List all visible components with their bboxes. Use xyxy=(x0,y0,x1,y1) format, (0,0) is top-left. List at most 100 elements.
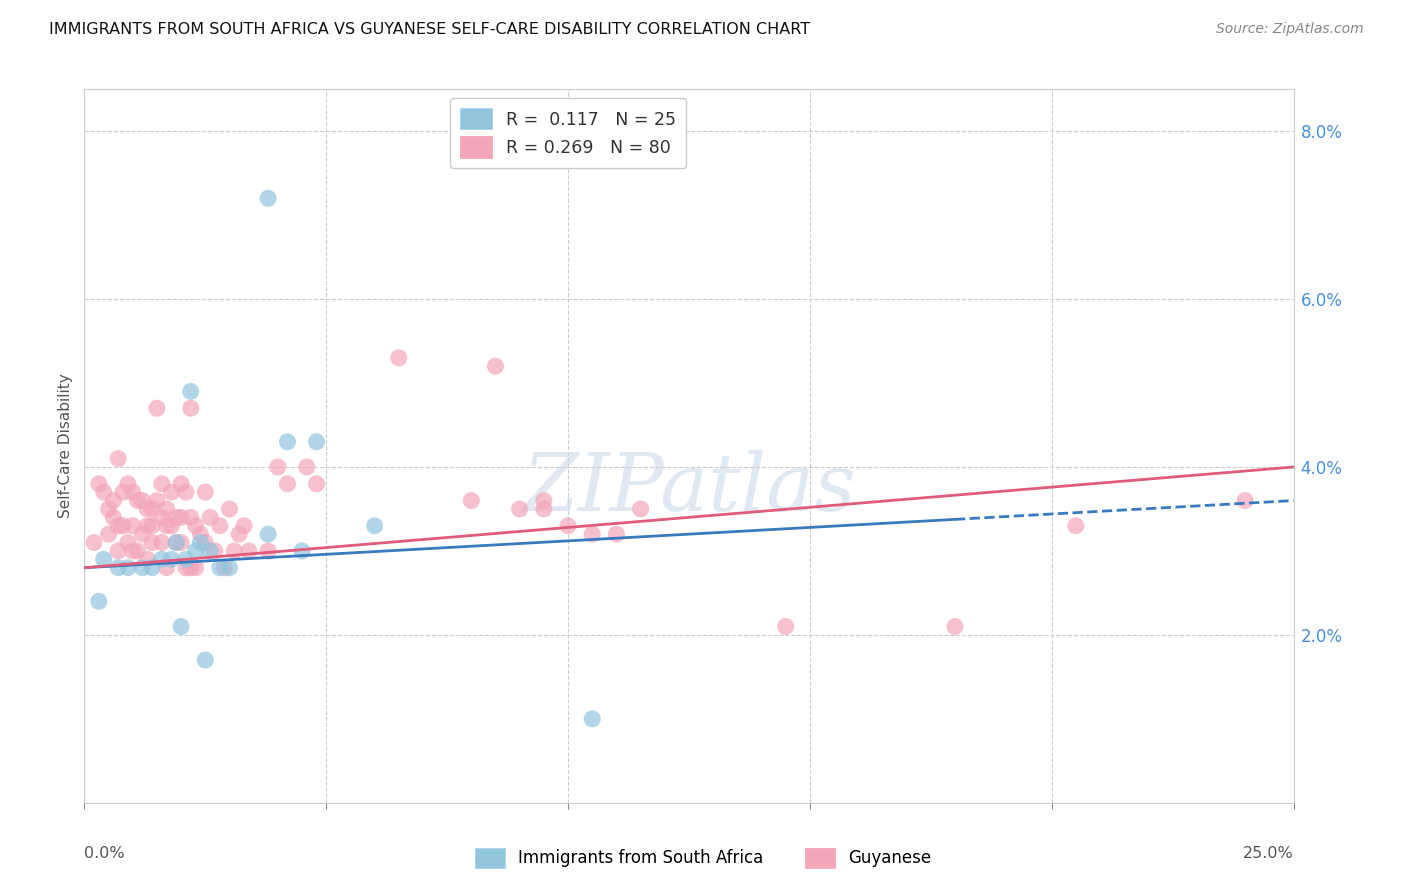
Point xyxy=(155,518,177,533)
Point xyxy=(160,518,183,533)
Point xyxy=(295,460,318,475)
Point xyxy=(112,518,135,533)
Point xyxy=(141,535,163,549)
Point xyxy=(184,560,207,574)
Point xyxy=(160,485,183,500)
Point xyxy=(136,502,159,516)
Point xyxy=(150,552,173,566)
Point xyxy=(155,560,177,574)
Point xyxy=(155,502,177,516)
Point xyxy=(228,527,250,541)
Point xyxy=(257,527,280,541)
Point xyxy=(581,712,603,726)
Y-axis label: Self-Care Disability: Self-Care Disability xyxy=(58,374,73,518)
Point xyxy=(184,518,207,533)
Point xyxy=(107,544,129,558)
Point xyxy=(484,359,506,374)
Point xyxy=(198,510,221,524)
Point xyxy=(630,502,652,516)
Point xyxy=(194,535,217,549)
Point xyxy=(121,544,143,558)
Point xyxy=(97,502,120,516)
Point xyxy=(121,485,143,500)
Point xyxy=(943,619,966,633)
Point xyxy=(180,401,202,416)
Point xyxy=(170,619,193,633)
Point xyxy=(267,460,290,475)
Point xyxy=(460,493,482,508)
Point xyxy=(257,544,280,558)
Point xyxy=(775,619,797,633)
Point xyxy=(136,518,159,533)
Point xyxy=(150,476,173,491)
Point xyxy=(581,527,603,541)
Point xyxy=(533,502,555,516)
Point xyxy=(305,476,328,491)
Point xyxy=(605,527,627,541)
Point xyxy=(141,518,163,533)
Point xyxy=(160,552,183,566)
Point xyxy=(276,434,298,449)
Point xyxy=(131,527,153,541)
Point xyxy=(174,552,197,566)
Point xyxy=(103,510,125,524)
Point xyxy=(233,518,256,533)
Point xyxy=(218,560,240,574)
Point xyxy=(141,502,163,516)
Point xyxy=(131,493,153,508)
Point xyxy=(117,476,139,491)
Point xyxy=(107,560,129,574)
Point xyxy=(238,544,260,558)
Point xyxy=(87,476,110,491)
Point xyxy=(121,518,143,533)
Point xyxy=(97,527,120,541)
Point xyxy=(146,493,169,508)
Text: IMMIGRANTS FROM SOUTH AFRICA VS GUYANESE SELF-CARE DISABILITY CORRELATION CHART: IMMIGRANTS FROM SOUTH AFRICA VS GUYANESE… xyxy=(49,22,810,37)
Point xyxy=(224,544,246,558)
Point xyxy=(146,401,169,416)
Point xyxy=(170,476,193,491)
Point xyxy=(190,527,212,541)
Point xyxy=(257,191,280,205)
Point xyxy=(214,560,236,574)
Point xyxy=(557,518,579,533)
Legend: R =  0.117   N = 25, R = 0.269   N = 80: R = 0.117 N = 25, R = 0.269 N = 80 xyxy=(450,98,686,168)
Point xyxy=(180,560,202,574)
Point xyxy=(208,560,231,574)
Point xyxy=(194,485,217,500)
Point xyxy=(1064,518,1087,533)
Text: Source: ZipAtlas.com: Source: ZipAtlas.com xyxy=(1216,22,1364,37)
Point xyxy=(107,518,129,533)
Point xyxy=(190,535,212,549)
Point xyxy=(150,535,173,549)
Point xyxy=(112,485,135,500)
Point xyxy=(194,653,217,667)
Point xyxy=(180,510,202,524)
Point xyxy=(363,518,385,533)
Legend: Immigrants from South Africa, Guyanese: Immigrants from South Africa, Guyanese xyxy=(468,841,938,875)
Point xyxy=(107,451,129,466)
Point xyxy=(165,535,187,549)
Text: ZIPatlas: ZIPatlas xyxy=(522,450,856,527)
Point xyxy=(208,518,231,533)
Point xyxy=(83,535,105,549)
Text: 0.0%: 0.0% xyxy=(84,846,125,861)
Point xyxy=(174,560,197,574)
Point xyxy=(291,544,314,558)
Point xyxy=(117,560,139,574)
Point xyxy=(165,510,187,524)
Point xyxy=(276,476,298,491)
Point xyxy=(305,434,328,449)
Point xyxy=(131,560,153,574)
Point xyxy=(1234,493,1257,508)
Point xyxy=(165,535,187,549)
Point xyxy=(93,485,115,500)
Point xyxy=(150,510,173,524)
Point xyxy=(509,502,531,516)
Point xyxy=(198,544,221,558)
Point xyxy=(127,544,149,558)
Point xyxy=(127,493,149,508)
Point xyxy=(204,544,226,558)
Point xyxy=(218,502,240,516)
Point xyxy=(174,485,197,500)
